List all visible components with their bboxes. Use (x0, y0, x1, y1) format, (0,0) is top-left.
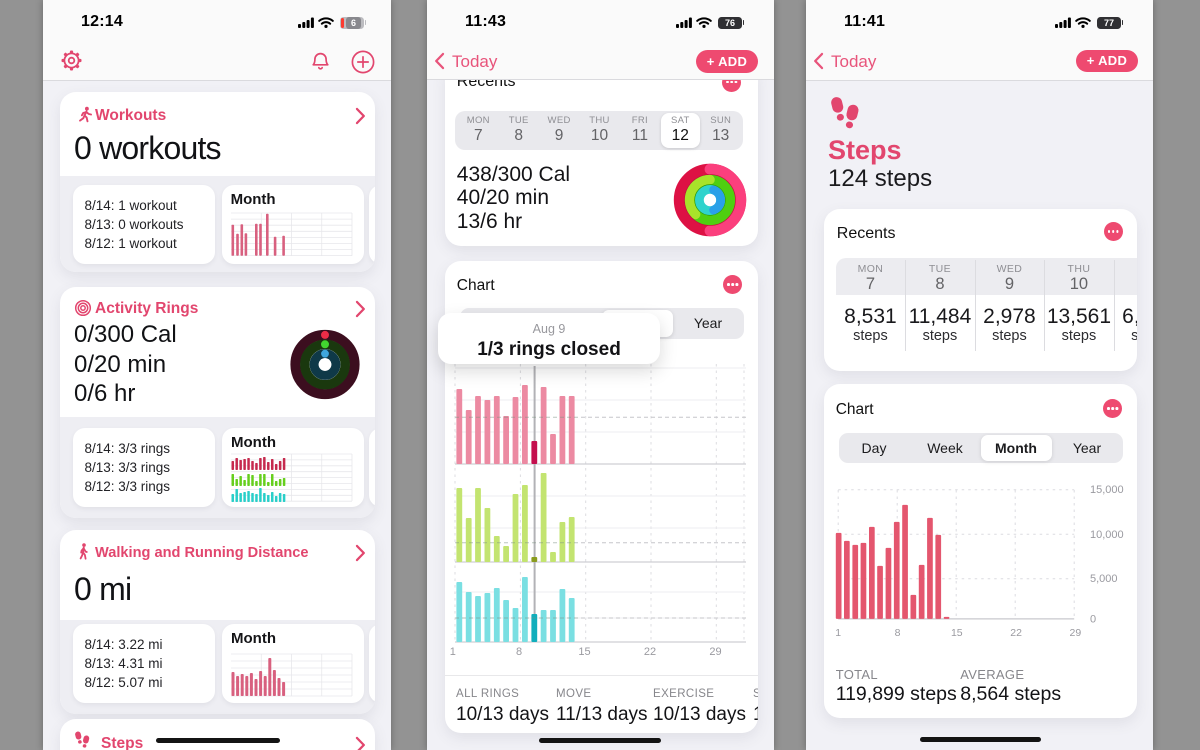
svg-text:15,000: 15,000 (1090, 484, 1124, 496)
svg-text:22: 22 (1010, 627, 1022, 639)
svg-text:22: 22 (644, 646, 656, 656)
svg-text:0: 0 (1090, 613, 1096, 625)
svg-text:10,000: 10,000 (1090, 529, 1124, 541)
svg-text:1: 1 (450, 646, 456, 656)
svg-text:15: 15 (951, 627, 963, 639)
svg-text:8: 8 (895, 627, 901, 639)
svg-text:29: 29 (1070, 627, 1082, 639)
svg-text:8: 8 (516, 646, 522, 656)
svg-text:15: 15 (578, 646, 590, 656)
svg-text:5,000: 5,000 (1090, 573, 1118, 585)
svg-text:1: 1 (835, 627, 841, 639)
svg-text:29: 29 (709, 646, 721, 656)
